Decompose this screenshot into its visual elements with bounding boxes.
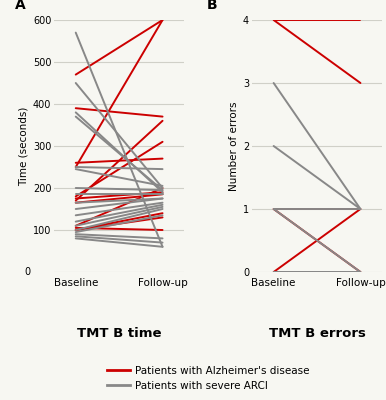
Text: A: A — [15, 0, 26, 12]
Legend: Patients with Alzheimer's disease, Patients with severe ARCI: Patients with Alzheimer's disease, Patie… — [107, 366, 310, 391]
Y-axis label: Number of errors: Number of errors — [229, 101, 239, 191]
Text: B: B — [207, 0, 217, 12]
Text: TMT B errors: TMT B errors — [269, 328, 366, 340]
Y-axis label: Time (seconds): Time (seconds) — [19, 106, 29, 186]
Text: 0: 0 — [24, 267, 30, 277]
Text: TMT B time: TMT B time — [77, 328, 161, 340]
